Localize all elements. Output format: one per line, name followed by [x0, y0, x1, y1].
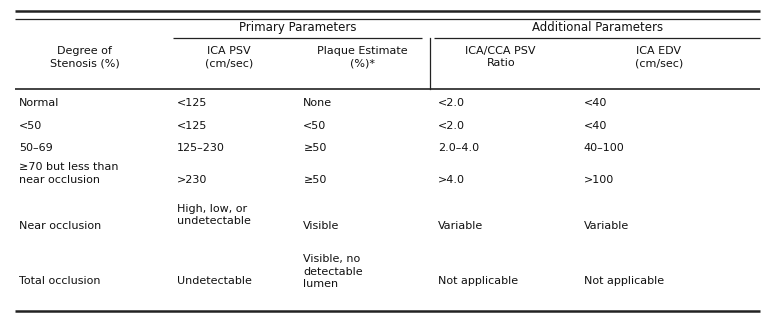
Text: >4.0: >4.0	[438, 175, 465, 185]
Text: <2.0: <2.0	[438, 98, 465, 108]
Text: <2.0: <2.0	[438, 121, 465, 131]
Text: Visible: Visible	[303, 221, 339, 231]
Text: <40: <40	[584, 98, 607, 108]
Text: <125: <125	[177, 121, 207, 131]
Text: Total occlusion: Total occlusion	[19, 276, 101, 286]
Text: High, low, or
undetectable: High, low, or undetectable	[177, 204, 250, 226]
Text: >100: >100	[584, 175, 614, 185]
Text: 2.0–4.0: 2.0–4.0	[438, 143, 479, 153]
Text: Variable: Variable	[438, 221, 483, 231]
Text: Plaque Estimate
(%)*: Plaque Estimate (%)*	[317, 46, 408, 68]
Text: ≥50: ≥50	[303, 175, 326, 185]
Text: None: None	[303, 98, 333, 108]
Text: Variable: Variable	[584, 221, 629, 231]
Text: Undetectable: Undetectable	[177, 276, 251, 286]
Text: Additional Parameters: Additional Parameters	[531, 22, 663, 34]
Text: <50: <50	[303, 121, 326, 131]
Text: ≥50: ≥50	[303, 143, 326, 153]
Text: Primary Parameters: Primary Parameters	[239, 22, 356, 34]
Text: <125: <125	[177, 98, 207, 108]
Text: Visible, no
detectable
lumen: Visible, no detectable lumen	[303, 254, 363, 289]
Text: 125–230: 125–230	[177, 143, 224, 153]
Text: ICA/CCA PSV
Ratio: ICA/CCA PSV Ratio	[465, 46, 536, 68]
Text: ICA PSV
(cm/sec): ICA PSV (cm/sec)	[205, 46, 253, 68]
Text: Normal: Normal	[19, 98, 60, 108]
Text: Degree of
Stenosis (%): Degree of Stenosis (%)	[50, 46, 119, 68]
Text: ICA EDV
(cm/sec): ICA EDV (cm/sec)	[635, 46, 683, 68]
Text: 50–69: 50–69	[19, 143, 53, 153]
Text: ≥70 but less than
near occlusion: ≥70 but less than near occlusion	[19, 162, 119, 184]
Text: <40: <40	[584, 121, 607, 131]
Text: 40–100: 40–100	[584, 143, 624, 153]
Text: <50: <50	[19, 121, 42, 131]
Text: Not applicable: Not applicable	[438, 276, 518, 286]
Text: >230: >230	[177, 175, 207, 185]
Text: Not applicable: Not applicable	[584, 276, 664, 286]
Text: Near occlusion: Near occlusion	[19, 221, 101, 231]
